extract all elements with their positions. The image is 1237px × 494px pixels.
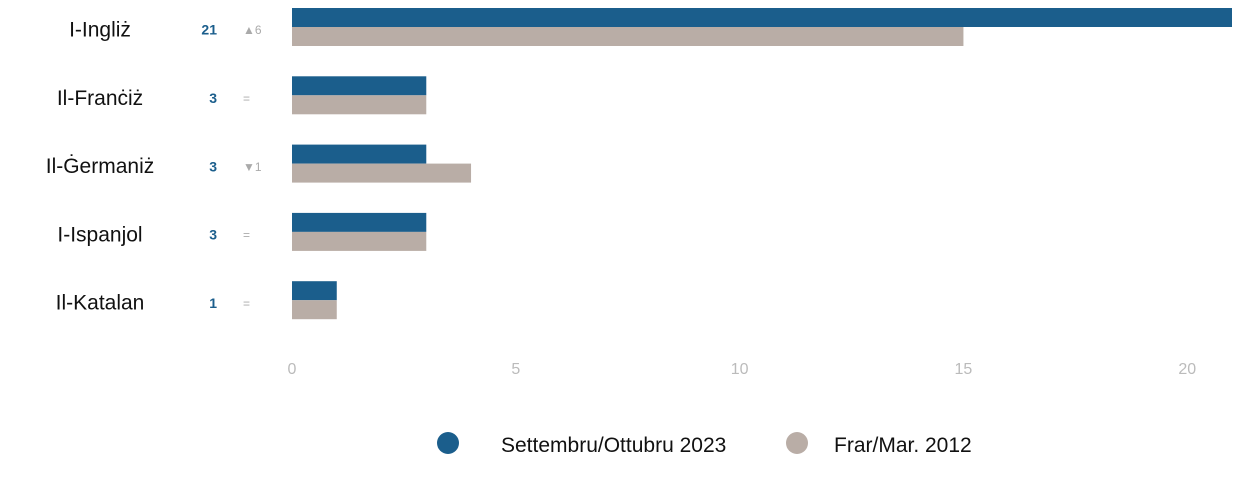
value-label: 21 — [201, 22, 217, 38]
category-label: I-Ispanjol — [57, 223, 142, 246]
category-label: Il-Franċiż — [57, 87, 143, 110]
value-label: 3 — [209, 90, 217, 106]
change-label: = — [243, 296, 250, 310]
value-label: 1 — [209, 295, 217, 311]
bar — [292, 76, 427, 96]
chart: 0 5 10 15 20 I-Ingliż 21 ▲6 Il-Franċiż 3 = Il-Ġerma… — [46, 8, 1232, 378]
change-label: ▼1 — [243, 160, 262, 174]
category-label: Il-Katalan — [56, 292, 145, 315]
bar — [292, 163, 472, 183]
x-tick-label: 20 — [1178, 361, 1196, 378]
bar — [292, 8, 1232, 27]
bar — [292, 144, 427, 164]
legend-item: Settembru/Ottubru 2023 — [437, 432, 731, 460]
bar — [292, 27, 964, 46]
bar — [292, 95, 427, 115]
legend-label: Settembru/Ottubru 2023 — [501, 434, 727, 457]
bar — [292, 212, 427, 232]
value-label: 3 — [209, 158, 217, 174]
change-label: = — [243, 228, 250, 242]
legend-swatch — [437, 432, 459, 454]
category-label: I-Ingliż — [69, 19, 131, 42]
bar — [292, 281, 337, 301]
value-label: 3 — [209, 227, 217, 243]
x-tick-label: 15 — [955, 361, 973, 378]
x-tick-label: 10 — [731, 361, 749, 378]
bar — [292, 231, 427, 251]
bar — [292, 300, 337, 320]
x-tick-label: 0 — [288, 361, 297, 378]
category-label: Il-Ġermaniż — [46, 155, 155, 178]
legend-item: Frar/Mar. 2012 — [786, 432, 972, 460]
change-label: = — [243, 91, 250, 105]
x-tick-label: 5 — [511, 361, 520, 378]
legend-swatch — [786, 432, 808, 454]
legend-label: Frar/Mar. 2012 — [834, 434, 972, 457]
change-label: ▲6 — [243, 23, 262, 37]
